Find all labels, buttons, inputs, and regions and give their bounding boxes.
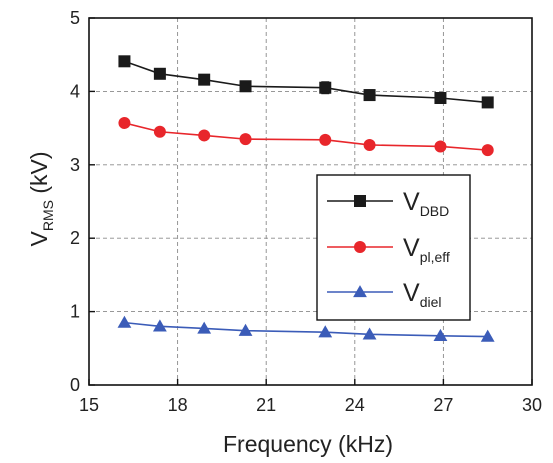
y-tick-label: 5 [70,8,80,28]
data-point-diel [197,321,212,334]
x-tick-label: 15 [79,395,99,415]
y-tick-label: 3 [70,155,80,175]
y-axis-label: VRMS (kV) [26,151,56,246]
y-tick-label: 4 [70,81,80,101]
data-point-dbd [118,55,131,68]
y-tick-label: 2 [70,228,80,248]
data-point-diel [117,315,132,328]
legend-marker-pl_eff [354,241,366,253]
legend-label-sub: pl,eff [420,249,450,265]
legend-label-sub: diel [420,294,442,310]
y-tick-label: 1 [70,302,80,322]
x-tick-label: 30 [522,395,542,415]
series-line-dbd [124,60,488,104]
data-point-dbd [239,80,252,93]
x-tick-label: 27 [433,395,453,415]
data-point-diel [318,325,333,338]
legend-item-pl_eff: Vpl,eff [327,234,450,265]
data-point-pl_eff [239,133,252,146]
legend-label-main: V [403,188,420,216]
y-axis-label-sub: RMS [40,200,56,231]
x-tick-label: 21 [256,395,276,415]
legend-item-dbd: VDBD [327,188,449,219]
legend-label-diel: Vdiel [403,279,441,310]
data-point-diel [480,329,495,342]
data-point-pl_eff [319,133,332,146]
series-layer [117,55,495,342]
data-point-pl_eff [363,138,376,151]
y-axis-label-main: V [26,231,52,247]
x-tick-label: 24 [345,395,365,415]
data-point-pl_eff [198,129,211,142]
x-tick-label: 18 [168,395,188,415]
legend-marker-dbd [354,195,366,207]
series-dbd [118,55,494,109]
series-line-pl_eff [124,122,488,151]
legend-label-main: V [403,279,420,307]
data-point-diel [362,327,377,340]
data-point-dbd [363,89,376,102]
data-point-pl_eff [481,144,494,157]
data-point-diel [433,328,448,341]
series-line-diel [124,321,488,338]
data-point-dbd [198,73,211,86]
data-point-pl_eff [434,140,447,153]
data-point-diel [238,323,253,336]
legend-label-main: V [403,234,420,262]
legend-label-dbd: VDBD [403,188,449,219]
data-point-dbd [153,67,166,80]
ticks: 15 18 21 24 27 30 0 1 2 3 4 5 [70,8,542,415]
data-point-dbd [319,81,332,94]
data-point-pl_eff [118,116,131,129]
data-point-diel [152,319,167,332]
legend-marker-diel [353,285,367,298]
legend-label-sub: DBD [420,203,450,219]
x-axis-label: Frequency (kHz) [223,431,393,457]
data-point-dbd [481,96,494,109]
data-point-dbd [434,92,447,105]
legend-item-diel: Vdiel [327,279,441,310]
legend-label-pl_eff: Vpl,eff [403,234,450,265]
series-pl_eff [118,116,494,157]
y-axis-label-suffix: (kV) [26,151,52,200]
plot-frame [88,17,533,386]
y-tick-label: 0 [70,375,80,395]
data-point-pl_eff [153,125,166,138]
series-diel [117,315,495,342]
